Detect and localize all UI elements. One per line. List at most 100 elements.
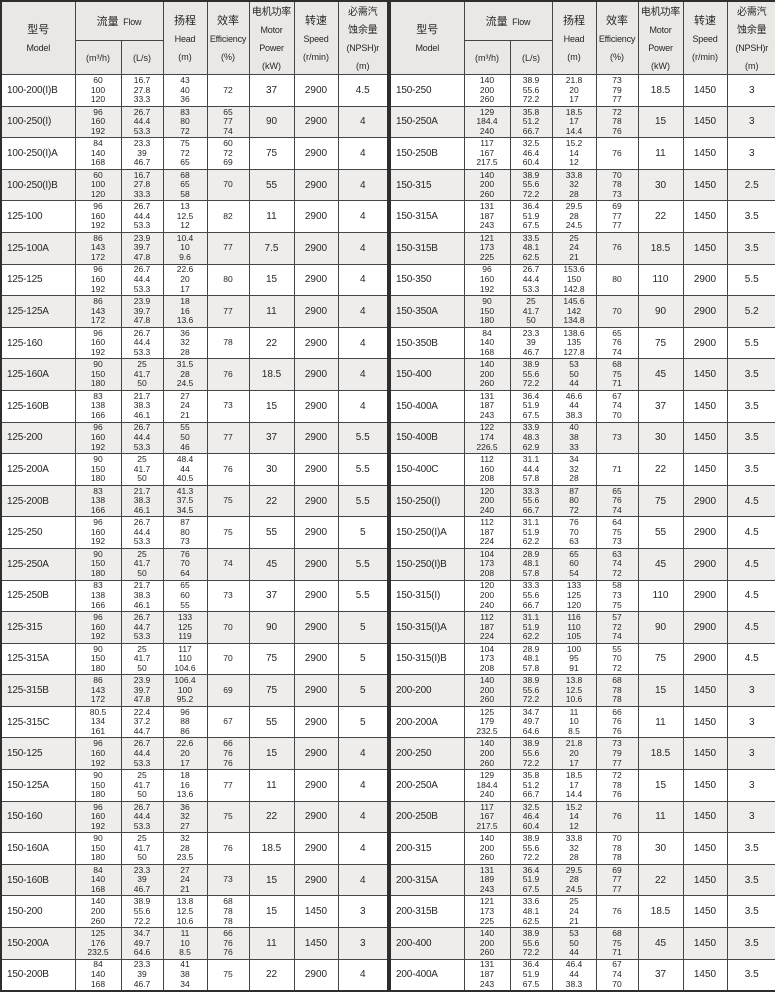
power-cell: 22 (637, 200, 684, 233)
power-cell: 75 (637, 642, 684, 676)
npsh-cell: 3 (726, 769, 775, 802)
efficiency-cell: 73 79 77 (595, 74, 639, 107)
model-cell: 100-200(I)B (0, 74, 76, 107)
power-cell: 75 (637, 484, 684, 518)
flow-ls-cell: 35.8 51.2 66.7 (509, 105, 553, 139)
flow-ls-cell: 38.9 55.6 72.2 (509, 832, 553, 865)
speed-cell: 2900 (293, 295, 339, 328)
table-row: 150-250A 129 184.4 240 35.8 51.2 66.7 18.5 17 14.… (389, 105, 775, 139)
npsh-cell: 3 (726, 674, 775, 707)
head-cell: 18 16 13.6 (162, 295, 208, 328)
npsh-cell: 4 (337, 137, 389, 170)
head-cell: 22.6 20 17 (162, 263, 208, 297)
head-cell: 83 80 72 (162, 105, 208, 139)
head-cell: 31.5 28 24.5 (162, 358, 208, 391)
flow-ls-cell: 22.4 37.2 44.7 (120, 705, 164, 739)
head-cell: 36 32 27 (162, 800, 208, 834)
power-cell: 15 (637, 105, 684, 139)
model-cell: 150-315(I)A (389, 611, 465, 644)
col-header-efficiency: 效率 Efficiency (%) (206, 0, 250, 75)
speed-cell: 2900 (293, 484, 339, 518)
power-cell: 11 (248, 295, 295, 328)
col-header-efficiency: 效率 Efficiency (%) (595, 0, 639, 75)
power-header-en1: Motor (260, 25, 283, 35)
flow-m3h-cell: 84 140 168 (463, 326, 511, 360)
flow-ls-cell: 33.5 48.1 62.5 (509, 231, 553, 265)
efficiency-cell: 66 76 76 (206, 927, 250, 960)
npsh-cell: 5 (337, 611, 389, 644)
flow-ls-cell: 23.3 39 46.7 (120, 863, 164, 897)
flow-m3h-cell: 104 173 208 (463, 642, 511, 676)
flow-ls-cell: 16.7 27.8 33.3 (120, 74, 164, 107)
flow-m3h-cell: 140 200 260 (463, 74, 511, 107)
flow-ls-cell: 33.6 48.1 62.5 (509, 895, 553, 929)
model-cell: 200-400A (389, 958, 465, 992)
flow-ls-cell: 32.5 46.4 60.4 (509, 137, 553, 170)
head-cell: 116 110 105 (551, 611, 597, 644)
npsh-cell: 3 (337, 927, 389, 960)
npsh-cell: 4.5 (337, 74, 389, 107)
efficiency-cell: 57 72 74 (595, 611, 639, 644)
flow-ls-cell: 38.9 55.6 72.2 (509, 74, 553, 107)
npsh-cell: 3.5 (726, 453, 775, 486)
flow-m3h-cell: 84 140 168 (74, 137, 122, 170)
head-cell: 25 24 21 (551, 231, 597, 265)
flow-ls-cell: 33.3 55.6 66.7 (509, 579, 553, 613)
table-row: 100-200(I)B 60 100 120 16.7 27.8 33.3 43 40 36 72 3… (0, 74, 389, 107)
npsh-cell: 4 (337, 263, 389, 297)
flow-ls-cell: 23.9 39.7 47.8 (120, 231, 164, 265)
flow-ls-cell: 26.7 44.7 53.3 (120, 611, 164, 644)
efficiency-cell: 76 (206, 453, 250, 486)
speed-cell: 2900 (682, 547, 728, 581)
table-row: 125-125 96 160 192 26.7 44.4 53.3 22.6 20 17 80 15 2… (0, 263, 389, 297)
head-cell: 22.6 20 17 (162, 737, 208, 771)
flow-m3h-cell: 86 143 172 (74, 674, 122, 707)
head-cell: 46.6 44 38.3 (551, 389, 597, 423)
npsh-cell: 5 (337, 674, 389, 707)
power-cell: 15 (248, 737, 295, 771)
speed-cell: 2900 (293, 421, 339, 455)
head-cell: 15.2 14 12 (551, 800, 597, 834)
col-header-flow: 流量 Flow (463, 0, 553, 41)
model-cell: 125-315B (0, 674, 76, 707)
efficiency-cell: 72 (206, 74, 250, 107)
head-cell: 18.5 17 14.4 (551, 105, 597, 139)
speed-cell: 1450 (682, 231, 728, 265)
model-cell: 200-315A (389, 863, 465, 897)
npsh-cell: 4.5 (726, 547, 775, 581)
model-cell: 125-100A (0, 231, 76, 265)
power-cell: 55 (248, 168, 295, 202)
npsh-cell: 4 (337, 832, 389, 865)
efficiency-cell: 73 79 77 (595, 737, 639, 771)
speed-header-zh: 转速 (305, 15, 327, 27)
npsh-cell: 3.5 (726, 863, 775, 897)
npsh-cell: 4 (337, 295, 389, 328)
flow-m3h-cell: 117 167 217.5 (463, 137, 511, 170)
power-cell: 75 (637, 326, 684, 360)
efficiency-cell: 78 (206, 326, 250, 360)
efficiency-cell: 76 (595, 800, 639, 834)
npsh-cell: 3.5 (726, 421, 775, 455)
npsh-cell: 4 (337, 105, 389, 139)
flow-ls-cell: 36.4 51.9 67.5 (509, 200, 553, 233)
efficiency-cell: 65 76 74 (595, 326, 639, 360)
model-cell: 125-250 (0, 516, 76, 549)
power-cell: 75 (248, 674, 295, 707)
npsh-cell: 4 (337, 168, 389, 202)
power-header-zh: 电机功率 (640, 7, 681, 18)
npsh-cell: 3 (726, 137, 775, 170)
table-row: 150-250(I)B 104 173 208 28.9 48.1 57.8 65 60 54 63… (389, 547, 775, 581)
head-cell: 25 24 21 (551, 895, 597, 929)
speed-cell: 2900 (682, 579, 728, 613)
head-cell: 145.6 142 134.8 (551, 295, 597, 328)
flow-m3h-cell: 86 143 172 (74, 231, 122, 265)
table-row: 125-160 96 160 192 26.7 44.4 53.3 36 32 28 78 22 290… (0, 326, 389, 360)
table-row: 150-350B 84 140 168 23.3 39 46.7 138.6 135 127.8 6… (389, 326, 775, 360)
table-row: 200-250B 117 167 217.5 32.5 46.4 60.4 15.2 14 12 7… (389, 800, 775, 834)
flow-ls-cell: 26.7 44.4 53.3 (120, 105, 164, 139)
flow-ls-cell: 34.7 49.7 64.6 (120, 927, 164, 960)
power-cell: 11 (637, 705, 684, 739)
model-cell: 150-400A (389, 389, 465, 423)
efficiency-cell: 70 (595, 295, 639, 328)
speed-cell: 2900 (293, 326, 339, 360)
